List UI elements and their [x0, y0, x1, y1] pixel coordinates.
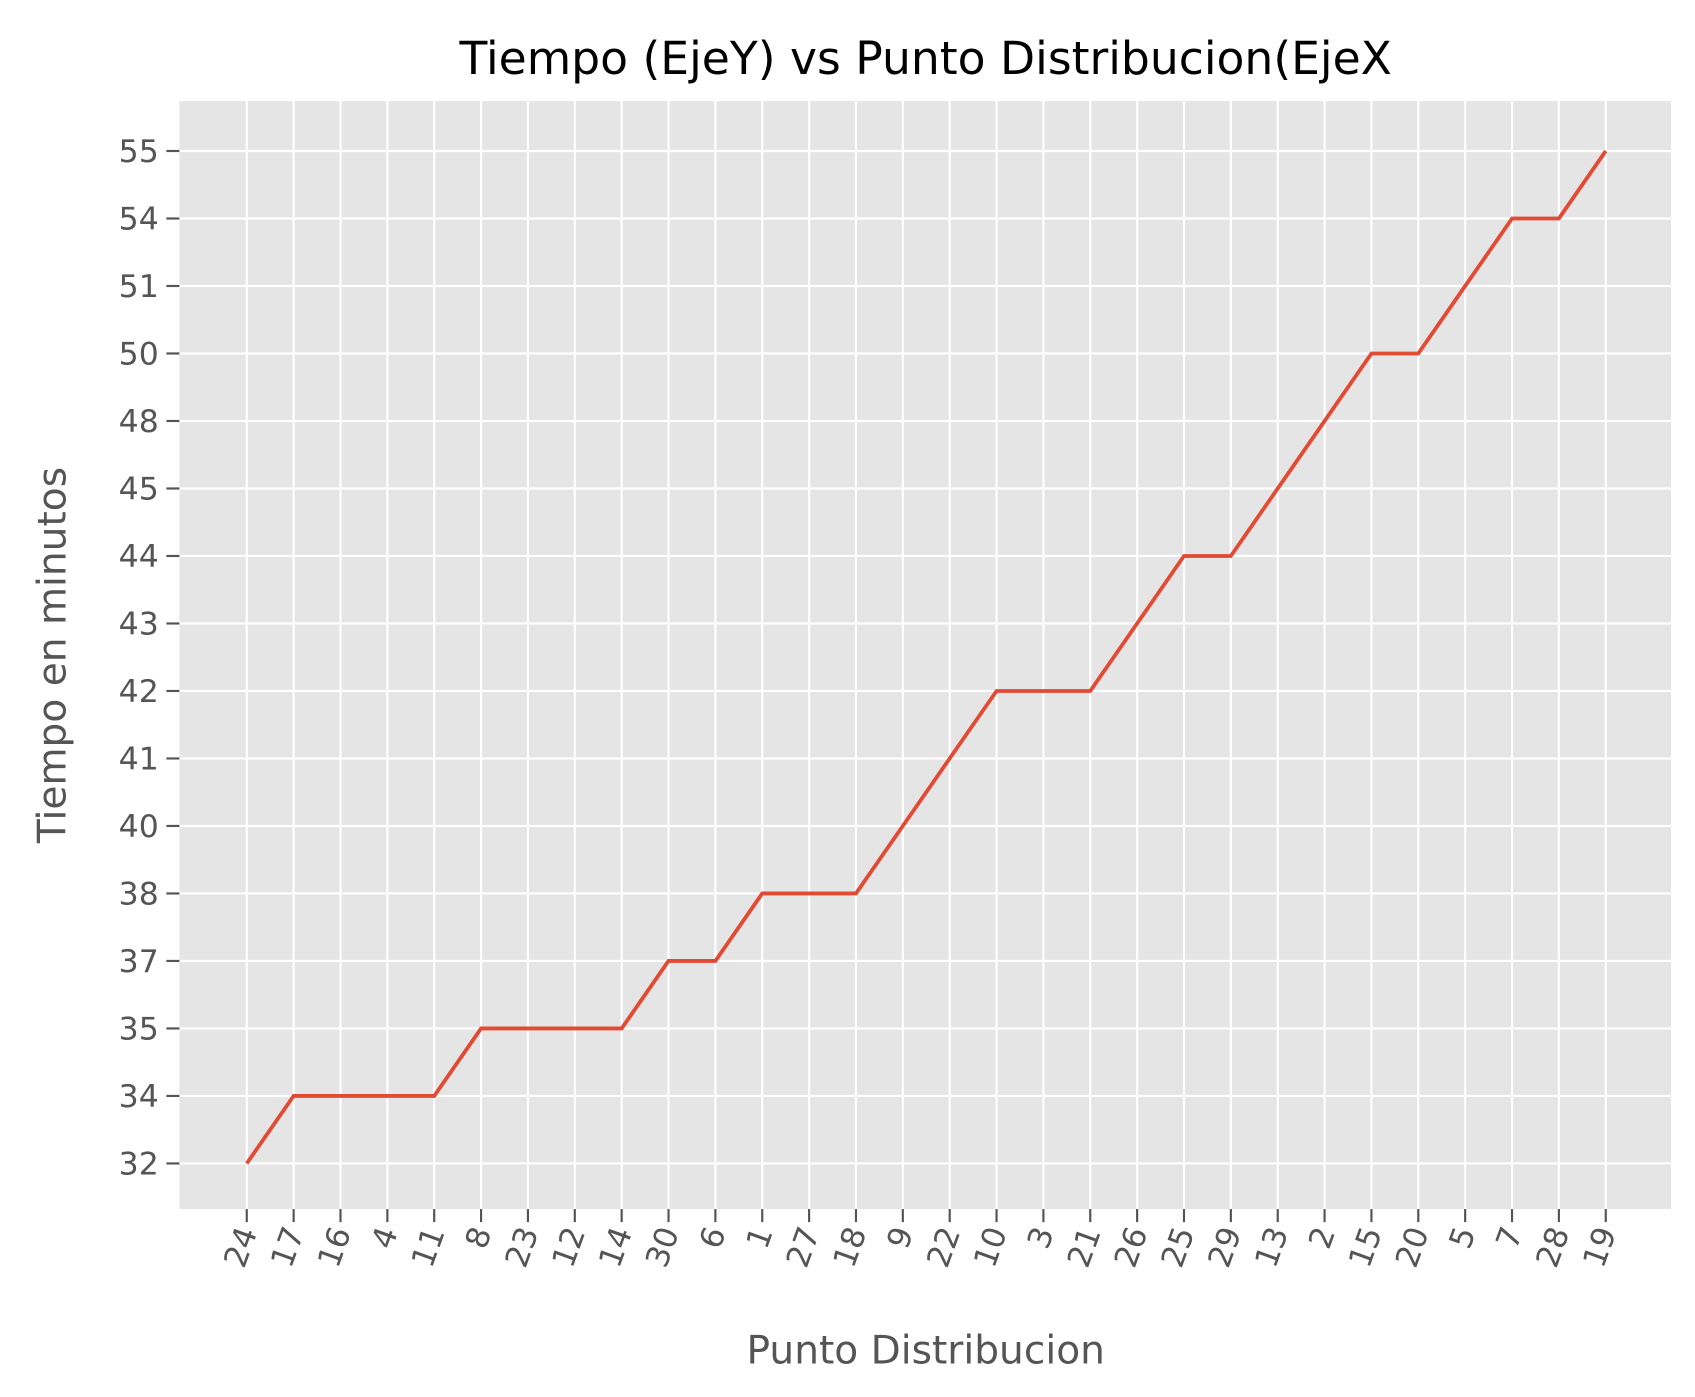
y-tick-label: 38	[119, 876, 159, 912]
x-tick-label: 29	[1202, 1222, 1250, 1272]
x-tick-label: 24	[218, 1222, 266, 1272]
x-tick-label: 15	[1342, 1222, 1390, 1272]
data-line	[245, 149, 1608, 1165]
x-tick-label: 8	[459, 1222, 500, 1253]
y-tick-label: 50	[119, 336, 159, 372]
y-tick-label: 51	[119, 269, 159, 305]
x-tick-label: 30	[639, 1222, 687, 1272]
chart-title: Tiempo (EjeY) vs Punto Distribucion(EjeX	[459, 32, 1392, 85]
x-tick-label: 27	[780, 1222, 828, 1272]
x-tick-label: 14	[592, 1222, 640, 1272]
y-tick-label: 40	[119, 809, 159, 845]
x-tick-label: 12	[546, 1222, 594, 1272]
x-tick-label: 20	[1389, 1222, 1437, 1272]
y-tick-label: 35	[119, 1011, 159, 1047]
x-tick-label: 22	[921, 1222, 969, 1272]
plot-area	[179, 101, 1671, 1210]
x-tick-label: 9	[881, 1222, 922, 1253]
x-tick-label: 5	[1443, 1222, 1484, 1253]
y-tick-label: 34	[119, 1079, 159, 1115]
x-tick-label: 4	[365, 1222, 406, 1253]
x-tick-label: 1	[740, 1222, 781, 1253]
y-tick-label: 48	[119, 404, 159, 440]
y-tick-label: 41	[119, 741, 159, 777]
x-tick-label: 26	[1108, 1222, 1156, 1272]
y-tick-label: 44	[119, 539, 159, 575]
y-tick-label: 32	[119, 1146, 159, 1182]
x-tick-label: 16	[311, 1222, 359, 1272]
y-tick-label: 42	[119, 674, 159, 710]
x-tick-label: 2	[1302, 1222, 1343, 1253]
y-tick-label: 55	[119, 134, 159, 170]
x-tick-label: 10	[967, 1222, 1015, 1272]
x-tick-label: 28	[1530, 1222, 1578, 1272]
y-tick-label: 43	[119, 606, 159, 642]
x-tick-label: 13	[1249, 1222, 1297, 1272]
x-tick-label: 3	[1021, 1222, 1062, 1253]
y-tick-label: 37	[119, 944, 159, 980]
y-tick-label: 45	[119, 471, 159, 507]
x-tick-label: 23	[499, 1222, 547, 1272]
x-tick-label: 25	[1155, 1222, 1203, 1272]
x-tick-label: 11	[405, 1222, 453, 1272]
x-tick-label: 19	[1577, 1222, 1625, 1272]
x-tick-label: 7	[1490, 1222, 1531, 1253]
x-tick-label: 18	[827, 1222, 875, 1272]
x-tick-label: 21	[1061, 1222, 1109, 1272]
y-axis-label: Tiempo en minutos	[30, 467, 75, 844]
x-axis-label: Punto Distribucion	[747, 1328, 1105, 1373]
x-tick-label: 6	[693, 1222, 734, 1253]
x-tick-label: 17	[264, 1222, 312, 1272]
y-tick-label: 54	[119, 201, 159, 237]
